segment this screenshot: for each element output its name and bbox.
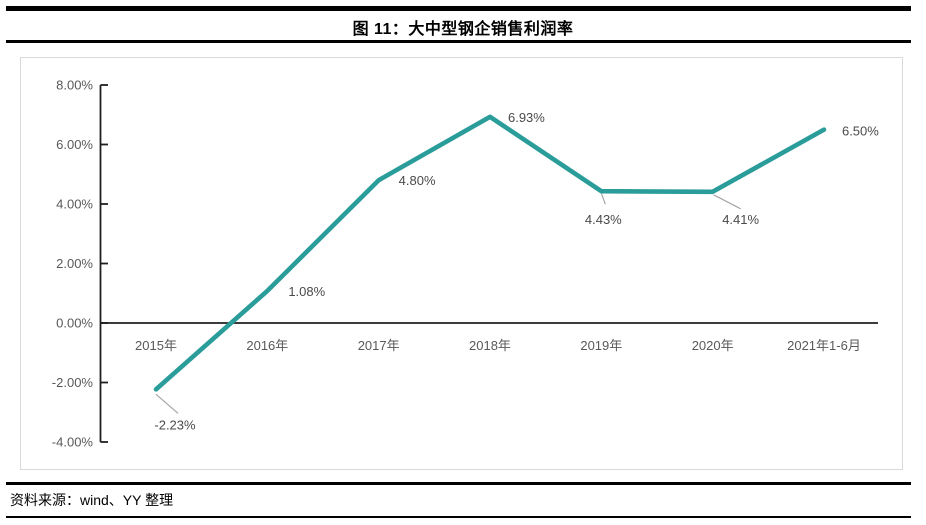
data-source-note: 资料来源：wind、YY 整理 [10, 492, 174, 508]
x-axis-label: 2019年 [580, 338, 622, 353]
x-axis-label: 2021年1-6月 [787, 338, 861, 353]
x-axis-label: 2018年 [469, 338, 511, 353]
data-point-label: 4.43% [585, 212, 622, 227]
data-point-label: 1.08% [288, 284, 325, 299]
data-point-label: 4.41% [722, 212, 759, 227]
leader-line [155, 393, 179, 414]
data-point-label: -2.23% [154, 417, 196, 432]
y-axis-tick-label: -4.00% [52, 435, 94, 450]
x-axis-label: 2017年 [358, 338, 400, 353]
y-axis-tick-label: -2.00% [52, 375, 94, 390]
y-axis-tick-label: 6.00% [56, 137, 93, 152]
leader-line [713, 194, 741, 210]
trend-line [153, 114, 827, 392]
y-axis-tick-label: 8.00% [56, 78, 93, 93]
figure-title: 图 11：大中型钢企销售利润率 [352, 21, 574, 38]
data-point-label: 6.50% [842, 124, 879, 139]
data-point-label: 6.93% [508, 110, 545, 125]
top-divider-rule [6, 6, 911, 11]
x-axis-label: 2020年 [692, 338, 734, 353]
source-divider-rule-top [6, 482, 911, 485]
title-divider-rule [6, 40, 911, 43]
y-axis-tick-label: 2.00% [56, 256, 93, 271]
x-axis-label: 2016年 [246, 338, 288, 353]
source-divider-rule-bottom [6, 516, 911, 518]
profit-margin-line-chart: 8.00% 6.00% 4.00% 2.00% 0.00% -2.00% -4.00% 201… [52, 78, 879, 450]
y-axis-tick-label: 0.00% [56, 316, 93, 331]
data-point-label: 4.80% [399, 173, 436, 188]
leader-line [600, 193, 606, 205]
y-axis-tick-label: 4.00% [56, 197, 93, 212]
chart-frame: 8.00% 6.00% 4.00% 2.00% 0.00% -2.00% -4.00% 201… [20, 57, 903, 470]
x-axis-label: 2015年 [135, 338, 177, 353]
